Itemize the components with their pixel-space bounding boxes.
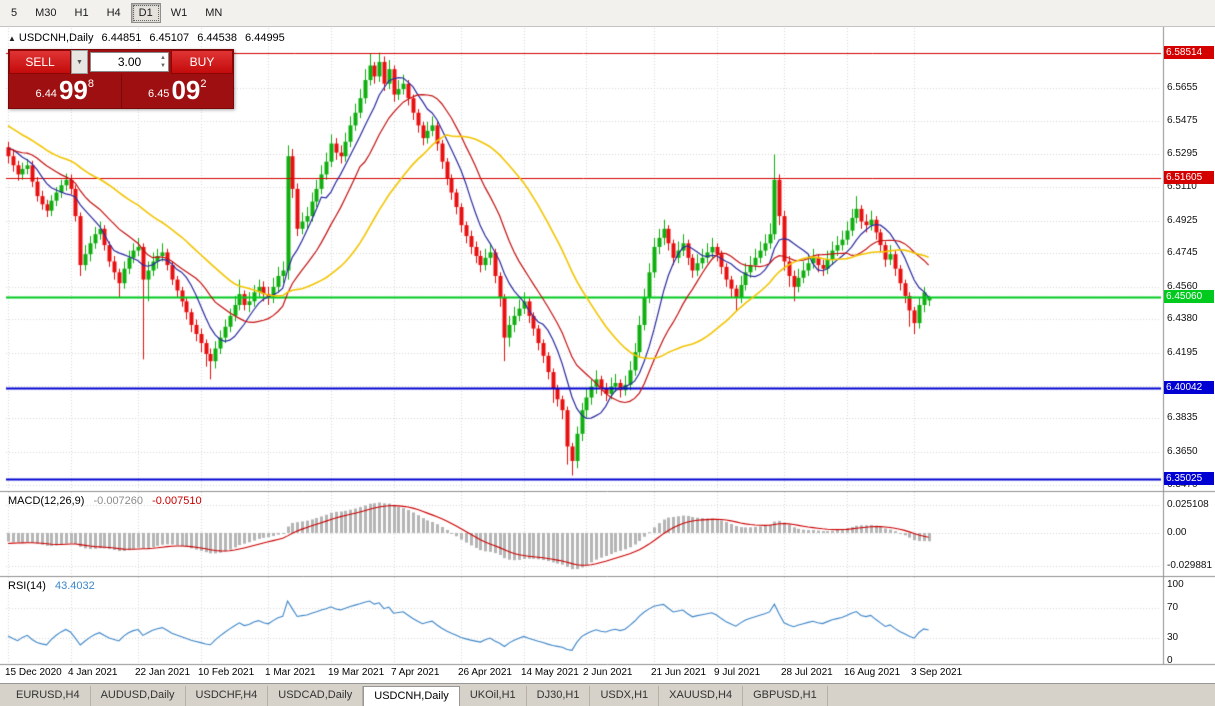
rsi-name: RSI(14) xyxy=(8,580,46,592)
ohlc-high: 6.45107 xyxy=(149,32,190,44)
ask-price-button[interactable]: 6.45 09 2 xyxy=(122,74,234,108)
price-axis-tick: 6.4925 xyxy=(1167,214,1198,226)
date-axis-label: 22 Jan 2021 xyxy=(135,667,191,678)
chart-tab-dj30-h1[interactable]: DJ30,H1 xyxy=(526,686,591,706)
timeframe-button-m30[interactable]: M30 xyxy=(35,7,57,19)
timeframe-button-h4[interactable]: H4 xyxy=(106,7,121,19)
date-axis-label: 9 Jul 2021 xyxy=(714,667,761,678)
chart-tab-strip: EURUSD,H4 AUDUSD,Daily USDCHF,H4 USDCAD,Dai… xyxy=(0,683,1215,706)
date-axis-label: 28 Jul 2021 xyxy=(781,667,833,678)
ask-price-big: 09 xyxy=(171,75,201,105)
trade-options-dropdown[interactable]: ▼ xyxy=(71,50,88,74)
ask-price-prefix: 6.45 xyxy=(148,88,170,100)
ohlc-low: 6.44538 xyxy=(197,32,237,44)
macd-axis-tick: 0.00 xyxy=(1167,526,1187,538)
price-axis-tick: 6.5475 xyxy=(1167,114,1198,126)
rsi-axis-tick: 0 xyxy=(1167,655,1173,666)
price-axis-tick: 6.5110 xyxy=(1167,181,1197,193)
price-level-badge: 6.35025 xyxy=(1164,471,1214,485)
ohlc-close: 6.44995 xyxy=(245,32,285,44)
volume-value: 3.00 xyxy=(117,55,142,69)
ohlc-open: 6.44851 xyxy=(101,32,142,44)
price-axis-tick: 6.4745 xyxy=(1167,247,1198,259)
price-axis-tick: 6.3835 xyxy=(1167,412,1198,424)
date-axis-label: 26 Apr 2021 xyxy=(458,667,512,678)
timeframe-button-mn[interactable]: MN xyxy=(205,7,223,19)
macd-name: MACD(12,26,9) xyxy=(8,495,85,507)
rsi-axis-tick: 70 xyxy=(1167,601,1179,613)
date-axis-label: 10 Feb 2021 xyxy=(198,667,255,678)
date-axis-label: 16 Aug 2021 xyxy=(844,667,901,678)
date-axis-label: 14 May 2021 xyxy=(521,667,579,678)
price-level-badge: 6.51605 xyxy=(1164,170,1214,184)
date-axis-label: 1 Mar 2021 xyxy=(265,667,316,678)
volume-spinner[interactable]: ▲ ▼ xyxy=(160,54,166,70)
chart-tabs: EURUSD,H4 AUDUSD,Daily USDCHF,H4 USDCAD,Dai… xyxy=(0,686,1215,706)
date-axis-label: 2 Jun 2021 xyxy=(583,667,633,678)
rsi-axis-tick: 100 xyxy=(1167,579,1184,590)
price-level-badge: 6.40042 xyxy=(1164,380,1214,394)
price-axis-tick: 6.4560 xyxy=(1167,280,1198,292)
price-level-badge: 6.58514 xyxy=(1164,45,1214,59)
chart-tab-audusd-daily[interactable]: AUDUSD,Daily xyxy=(90,686,186,706)
rsi-value: 43.4032 xyxy=(54,580,95,592)
chart-tab-usdcad-daily[interactable]: USDCAD,Daily xyxy=(268,686,364,706)
rsi-axis-tick: 30 xyxy=(1167,632,1179,644)
chart-tab-eurusd-h4[interactable]: EURUSD,H4 xyxy=(6,686,91,706)
timeframe-toolbar: 5 M30 H1 H4 D1 W1 MN xyxy=(0,0,1215,27)
ask-price-sup: 2 xyxy=(200,78,207,90)
volume-input[interactable]: 3.00 ▲ ▼ xyxy=(90,52,169,72)
date-axis-label: 15 Dec 2020 xyxy=(5,667,62,678)
price-level-badge: 6.45060 xyxy=(1164,289,1214,303)
macd-axis-tick: -0.029881 xyxy=(1167,560,1213,572)
date-axis-label: 4 Jan 2021 xyxy=(68,667,118,678)
macd-indicator-label: MACD(12,26,9) -0.007260 -0.007510 xyxy=(8,495,208,507)
spinner-up-icon[interactable]: ▲ xyxy=(160,55,166,61)
macd-axis-tick: 0.025108 xyxy=(1167,499,1209,510)
price-axis-tick: 6.3650 xyxy=(1167,445,1198,457)
timeframe-button-h1[interactable]: H1 xyxy=(74,7,89,19)
date-axis-label: 21 Jun 2021 xyxy=(651,667,707,678)
bid-price-prefix: 6.44 xyxy=(35,88,57,100)
sell-button[interactable]: SELL xyxy=(9,50,71,74)
spinner-down-icon[interactable]: ▼ xyxy=(160,63,166,69)
timeframe-button-5[interactable]: 5 xyxy=(11,7,18,19)
chart-tab-gbpusd-h1[interactable]: GBPUSD,H1 xyxy=(743,686,828,706)
price-axis-tick: 6.5295 xyxy=(1167,147,1198,159)
symbol-arrow-icon: ▲ xyxy=(8,34,16,43)
price-axis-tick: 6.4195 xyxy=(1167,347,1198,359)
date-axis-label: 3 Sep 2021 xyxy=(911,667,963,678)
timeframe-button-d1[interactable]: D1 xyxy=(130,3,161,23)
date-axis-label: 7 Apr 2021 xyxy=(391,667,440,678)
chart-tab-usdcnh-daily[interactable]: USDCNH,Daily xyxy=(363,686,460,706)
chart-tab-usdx-h1[interactable]: USDX,H1 xyxy=(590,686,660,706)
bid-price-sup: 8 xyxy=(87,78,94,90)
chart-tab-ukoil-h1[interactable]: UKOil,H1 xyxy=(459,686,527,706)
chart-title-bar: ▲ USDCNH,Daily 6.44851 6.45107 6.44538 6.… xyxy=(8,32,290,44)
price-axis-tick: 6.5655 xyxy=(1167,82,1198,94)
rsi-indicator-label: RSI(14) 43.4032 xyxy=(8,580,101,592)
chart-tab-xauusd-h4[interactable]: XAUUSD,H4 xyxy=(659,686,744,706)
bid-price-big: 99 xyxy=(58,75,88,105)
timeframe-button-w1[interactable]: W1 xyxy=(170,7,188,19)
price-axis-tick: 6.4380 xyxy=(1167,313,1198,325)
chart-symbol-title: USDCNH,Daily xyxy=(18,32,94,44)
macd-main-value: -0.007260 xyxy=(93,495,144,507)
chart-tab-usdchf-h4[interactable]: USDCHF,H4 xyxy=(185,686,269,706)
buy-button[interactable]: BUY xyxy=(171,50,233,74)
macd-signal-value: -0.007510 xyxy=(152,495,202,507)
one-click-trading-panel: SELL ▼ 3.00 ▲ ▼ BUY 6.44 99 8 6.45 09 2 xyxy=(8,49,234,109)
bid-price-button[interactable]: 6.44 99 8 xyxy=(9,74,122,108)
date-axis-label: 19 Mar 2021 xyxy=(328,667,385,678)
